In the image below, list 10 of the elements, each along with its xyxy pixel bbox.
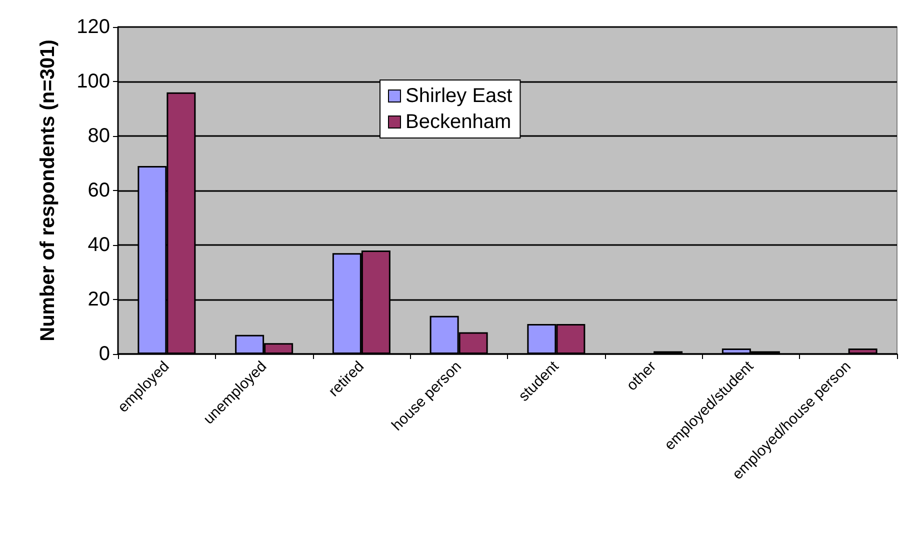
- y-tick-label: 20: [88, 288, 110, 310]
- legend-label: Beckenham: [406, 111, 512, 133]
- y-axis-title: Number of respondents (n=301): [37, 40, 59, 342]
- y-tick-label: 40: [88, 234, 110, 256]
- y-tick-label: 120: [76, 16, 110, 38]
- y-tick-label: 0: [98, 343, 110, 365]
- y-tick-label: 100: [76, 70, 110, 92]
- y-tick-label: 60: [88, 180, 110, 202]
- legend-label: Shirley East: [406, 85, 513, 107]
- y-tick-label: 80: [88, 125, 110, 147]
